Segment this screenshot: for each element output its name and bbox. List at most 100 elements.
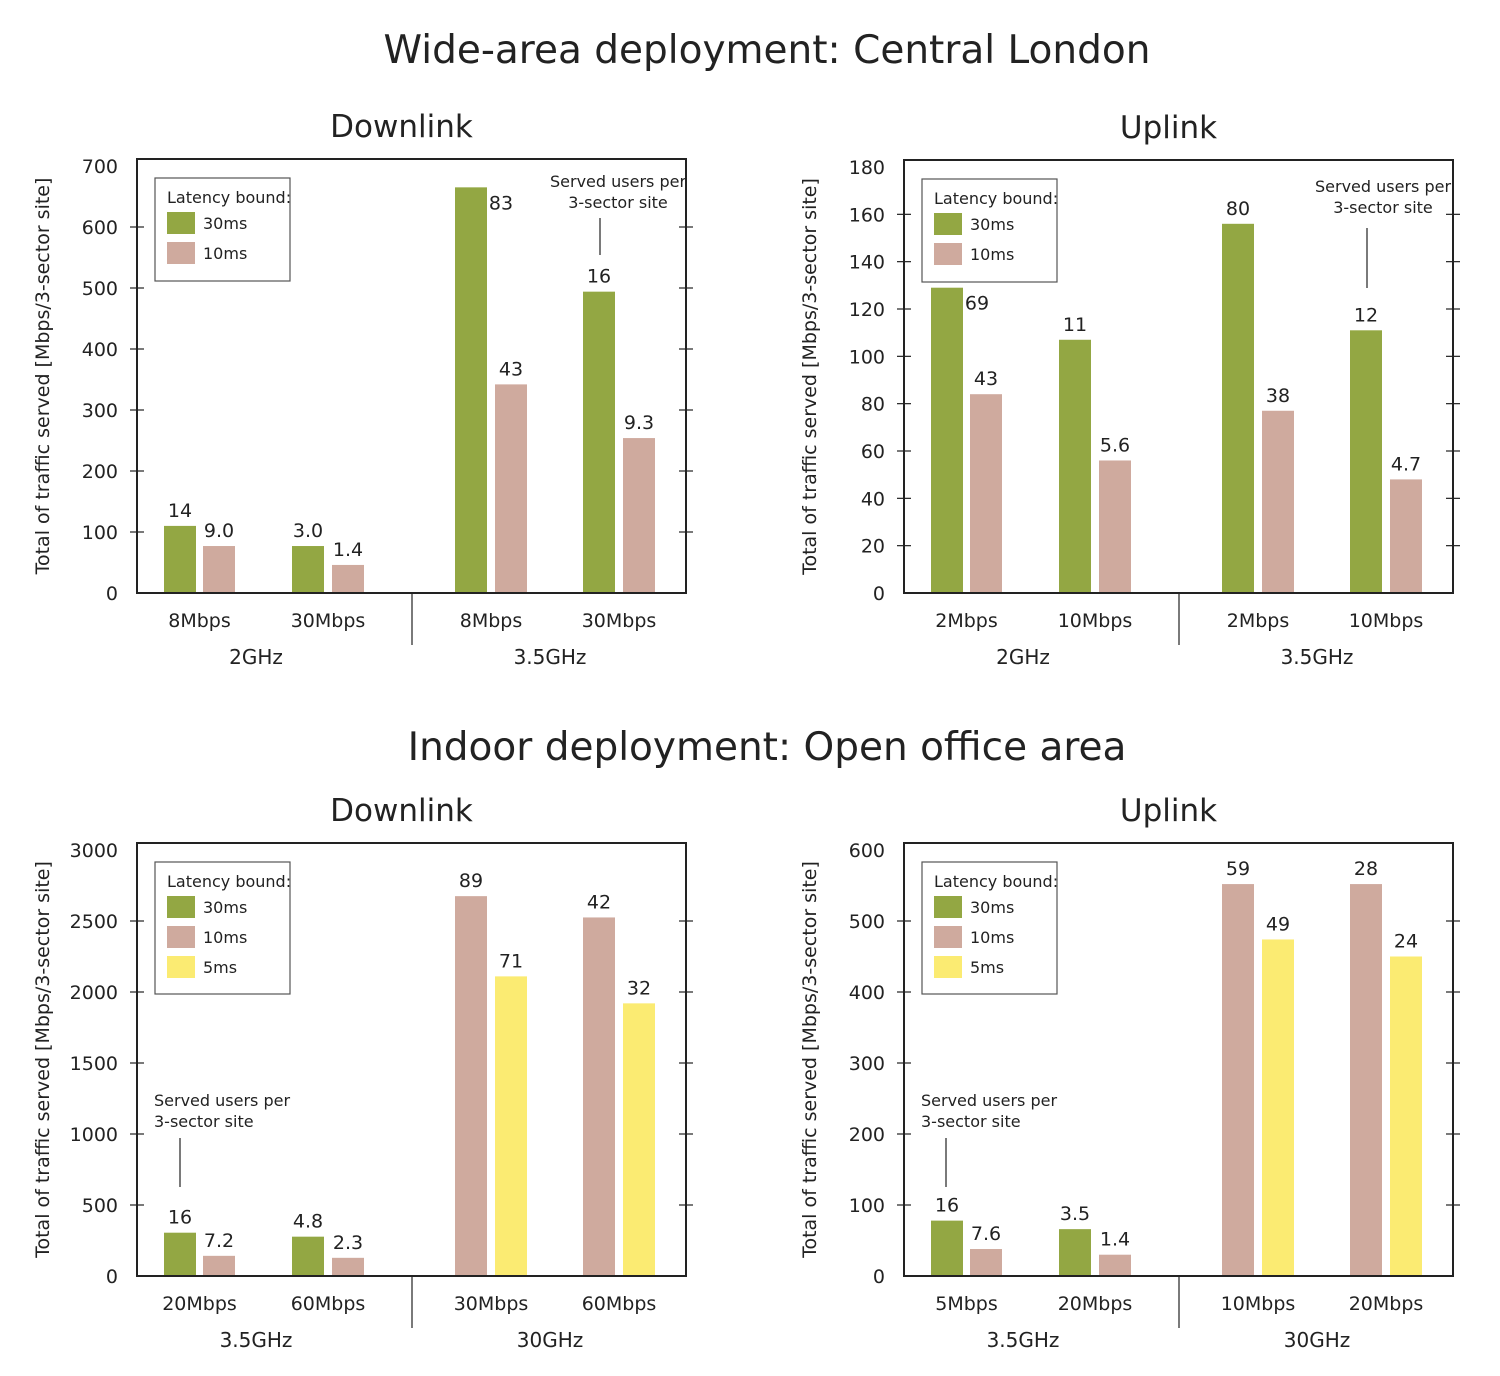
bar-data-label: 1.4 — [333, 539, 363, 561]
y-tick-label: 100 — [849, 346, 885, 368]
y-tick-label: 500 — [82, 1195, 118, 1217]
annotation-text: 3-sector site — [568, 193, 668, 212]
y-tick-label: 0 — [106, 583, 118, 605]
bar-data-label: 3.5 — [1060, 1203, 1090, 1225]
chart-panel-1: Uplink Total of traffic served [Mbps/3-se… — [799, 110, 1460, 669]
legend-entry: 30ms — [970, 215, 1014, 234]
y-tick-label: 600 — [849, 840, 885, 862]
legend-entry: 5ms — [203, 958, 237, 977]
y-axis-label: Total of traffic served [Mbps/3-sector s… — [799, 861, 821, 1259]
x-tick-label: 5Mbps — [935, 1293, 998, 1315]
bar-10ms — [623, 438, 655, 593]
legend-swatch-30ms — [934, 213, 962, 235]
legend-swatch-5ms — [934, 956, 962, 978]
bar-data-label: 69 — [965, 293, 989, 315]
bar-data-label: 4.8 — [293, 1211, 323, 1233]
legend-title: Latency bound: — [934, 189, 1058, 208]
bar-10ms — [495, 384, 527, 593]
x-tick-label: 20Mbps — [1349, 1293, 1424, 1315]
bar-10ms — [332, 564, 364, 593]
legend-entry: 5ms — [970, 958, 1004, 977]
plot-frame — [136, 842, 687, 1277]
legend-entry: 10ms — [203, 928, 247, 947]
bar-30ms — [292, 546, 324, 593]
bar-5ms — [1390, 956, 1422, 1276]
bar-data-label: 89 — [459, 870, 483, 892]
chart-panel-0: Downlink Total of traffic served [Mbps/3-… — [32, 109, 693, 669]
x-tick-label: 8Mbps — [460, 610, 523, 632]
x-tick-label: 2Mbps — [935, 610, 998, 632]
section-title-indoor: Indoor deployment: Open office area — [408, 725, 1127, 770]
y-axis-label: Total of traffic served [Mbps/3-sector s… — [32, 861, 54, 1259]
bar-10ms — [970, 1249, 1002, 1276]
bar-data-label: 9.0 — [204, 520, 234, 542]
y-tick-label: 500 — [849, 911, 885, 933]
legend-title: Latency bound: — [167, 872, 291, 891]
bar-data-label: 7.2 — [204, 1230, 234, 1252]
bar-30ms — [931, 1220, 963, 1276]
y-tick-label: 100 — [82, 522, 118, 544]
y-tick-label: 0 — [106, 1266, 118, 1288]
y-axis-label: Total of traffic served [Mbps/3-sector s… — [799, 178, 821, 576]
bar-30ms — [1222, 223, 1254, 594]
bar-30ms — [1059, 339, 1091, 593]
y-tick-label: 200 — [849, 1124, 885, 1146]
chart-title: Downlink — [330, 109, 473, 145]
legend-swatch-10ms — [934, 926, 962, 948]
bar-data-label: 9.3 — [624, 412, 654, 434]
bar-data-label: 5.6 — [1100, 434, 1130, 456]
y-tick-label: 0 — [873, 583, 885, 605]
y-tick-label: 100 — [849, 1195, 885, 1217]
x-tick-label: 10Mbps — [1349, 610, 1424, 632]
y-tick-label: 1000 — [70, 1124, 118, 1146]
y-tick-label: 160 — [849, 204, 885, 226]
legend-entry: 10ms — [203, 244, 247, 263]
legend-swatch-10ms — [934, 243, 962, 265]
bar-5ms — [623, 1003, 655, 1276]
bar-10ms — [583, 917, 615, 1276]
bar-5ms — [1262, 939, 1294, 1276]
y-tick-label: 3000 — [70, 840, 118, 862]
bar-30ms — [292, 1236, 324, 1276]
bar-data-label: 14 — [168, 500, 192, 522]
bar-30ms — [164, 1232, 196, 1276]
x-tick-label: 10Mbps — [1058, 610, 1133, 632]
chart-title: Uplink — [1120, 110, 1217, 146]
y-tick-label: 20 — [861, 536, 885, 558]
bar-data-label: 28 — [1354, 858, 1378, 880]
bar-10ms — [1099, 1254, 1131, 1276]
bar-data-label: 1.4 — [1100, 1229, 1130, 1251]
bar-10ms — [970, 394, 1002, 593]
x-tick-label: 20Mbps — [162, 1293, 237, 1315]
bar-data-label: 42 — [587, 891, 611, 913]
bar-30ms — [164, 525, 196, 593]
legend: Latency bound: 30ms 10ms — [154, 177, 291, 282]
bar-data-label: 16 — [168, 1207, 192, 1229]
bar-data-label: 11 — [1063, 314, 1087, 336]
x-group-label: 30GHz — [517, 1328, 583, 1352]
y-tick-label: 0 — [873, 1266, 885, 1288]
bar-data-label: 59 — [1226, 858, 1250, 880]
annotation-text: Served users per — [921, 1091, 1057, 1110]
x-tick-label: 30Mbps — [582, 610, 657, 632]
plot-frame — [903, 159, 1454, 594]
y-tick-label: 80 — [861, 394, 885, 416]
bar-data-label: 2.3 — [333, 1232, 363, 1254]
bar-data-label: 3.0 — [293, 520, 323, 542]
annotation-text: Served users per — [550, 172, 686, 191]
x-tick-label: 10Mbps — [1221, 1293, 1296, 1315]
bar-10ms — [1350, 884, 1382, 1276]
legend-swatch-30ms — [167, 212, 195, 234]
chart-title: Uplink — [1120, 793, 1217, 829]
x-tick-label: 8Mbps — [168, 610, 231, 632]
bar-10ms — [203, 546, 235, 593]
chart-panel-2: Downlink Total of traffic served [Mbps/3-… — [32, 793, 693, 1352]
legend-entry: 30ms — [203, 214, 247, 233]
annotation-text: 3-sector site — [921, 1112, 1021, 1131]
y-tick-label: 40 — [861, 488, 885, 510]
y-axis-label: Total of traffic served [Mbps/3-sector s… — [32, 178, 54, 576]
y-tick-label: 200 — [82, 461, 118, 483]
bar-data-label: 24 — [1394, 931, 1418, 953]
bar-30ms — [931, 287, 963, 593]
